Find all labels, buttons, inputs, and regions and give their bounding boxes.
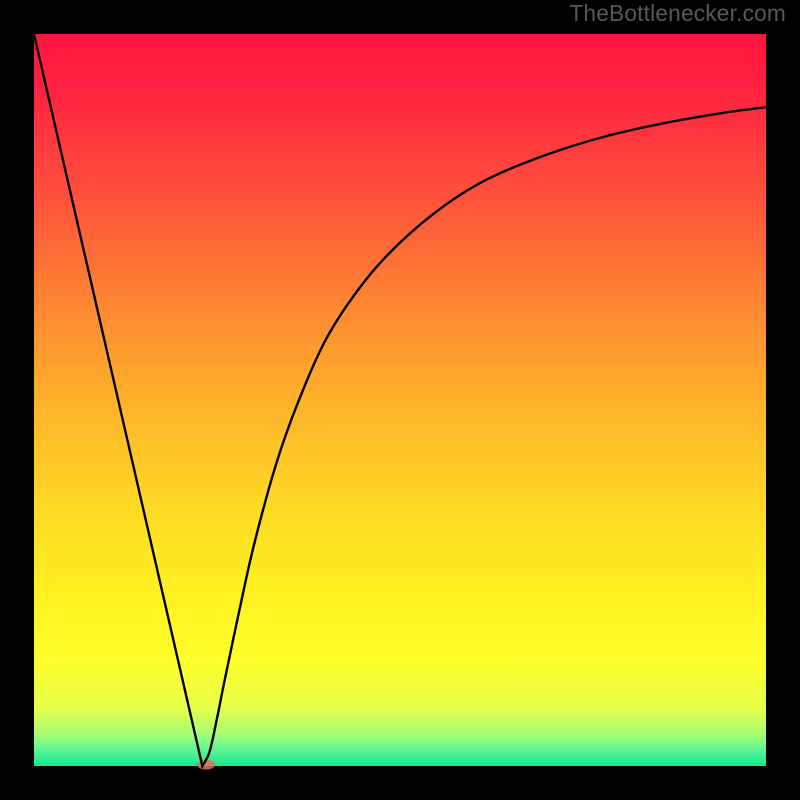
plot-background	[34, 34, 766, 766]
bottleneck-chart	[0, 0, 800, 800]
watermark-text: TheBottlenecker.com	[569, 0, 786, 27]
